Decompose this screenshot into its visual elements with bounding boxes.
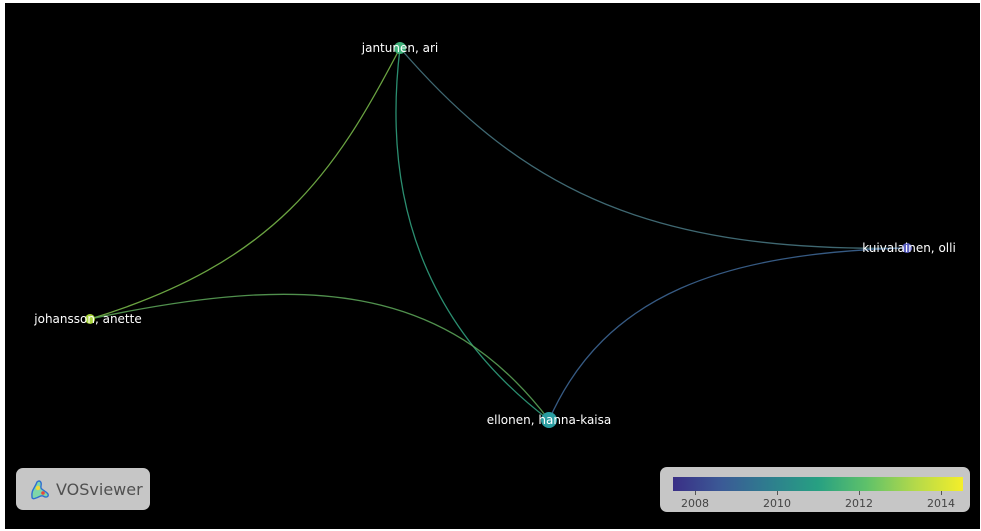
legend-label-2014: 2014 xyxy=(927,497,955,510)
link-ellonen-kuivalainen[interactable] xyxy=(548,247,908,421)
legend-label-2008: 2008 xyxy=(681,497,709,510)
network-graph[interactable]: jantunen, ari kuivalainen, olli johansson,… xyxy=(5,3,980,529)
vosviewer-logo-icon xyxy=(31,480,49,500)
node-ellonen[interactable] xyxy=(541,412,557,428)
node-johansson[interactable] xyxy=(85,314,95,324)
node-label-kuivalainen[interactable]: kuivalainen, olli xyxy=(862,241,956,255)
link-jantunen-kuivalainen[interactable] xyxy=(399,47,908,249)
legend-tick xyxy=(695,491,696,495)
node-kuivalainen[interactable] xyxy=(902,243,912,253)
legend-label-2010: 2010 xyxy=(763,497,791,510)
node-jantunen[interactable] xyxy=(394,42,406,54)
node-label-ellonen[interactable]: ellonen, hanna-kaisa xyxy=(487,413,612,427)
vosviewer-logo-text: VOSviewer xyxy=(56,479,143,499)
node-label-johansson[interactable]: johansson, anette xyxy=(33,312,141,326)
node-label-jantunen[interactable]: jantunen, ari xyxy=(361,41,438,55)
color-scale-bar xyxy=(673,477,963,491)
legend-label-2012: 2012 xyxy=(845,497,873,510)
network-canvas[interactable]: jantunen, ari kuivalainen, olli johansson,… xyxy=(5,3,980,529)
link-jantunen-ellonen[interactable] xyxy=(395,47,550,421)
legend-tick xyxy=(941,491,942,495)
vosviewer-logo: VOSviewer xyxy=(16,468,150,510)
link-johansson-ellonen[interactable] xyxy=(89,293,550,421)
legend-tick xyxy=(777,491,778,495)
link-jantunen-johansson[interactable] xyxy=(89,47,401,320)
legend-tick xyxy=(859,491,860,495)
color-scale-legend: 2008 2010 2012 2014 xyxy=(660,467,970,512)
